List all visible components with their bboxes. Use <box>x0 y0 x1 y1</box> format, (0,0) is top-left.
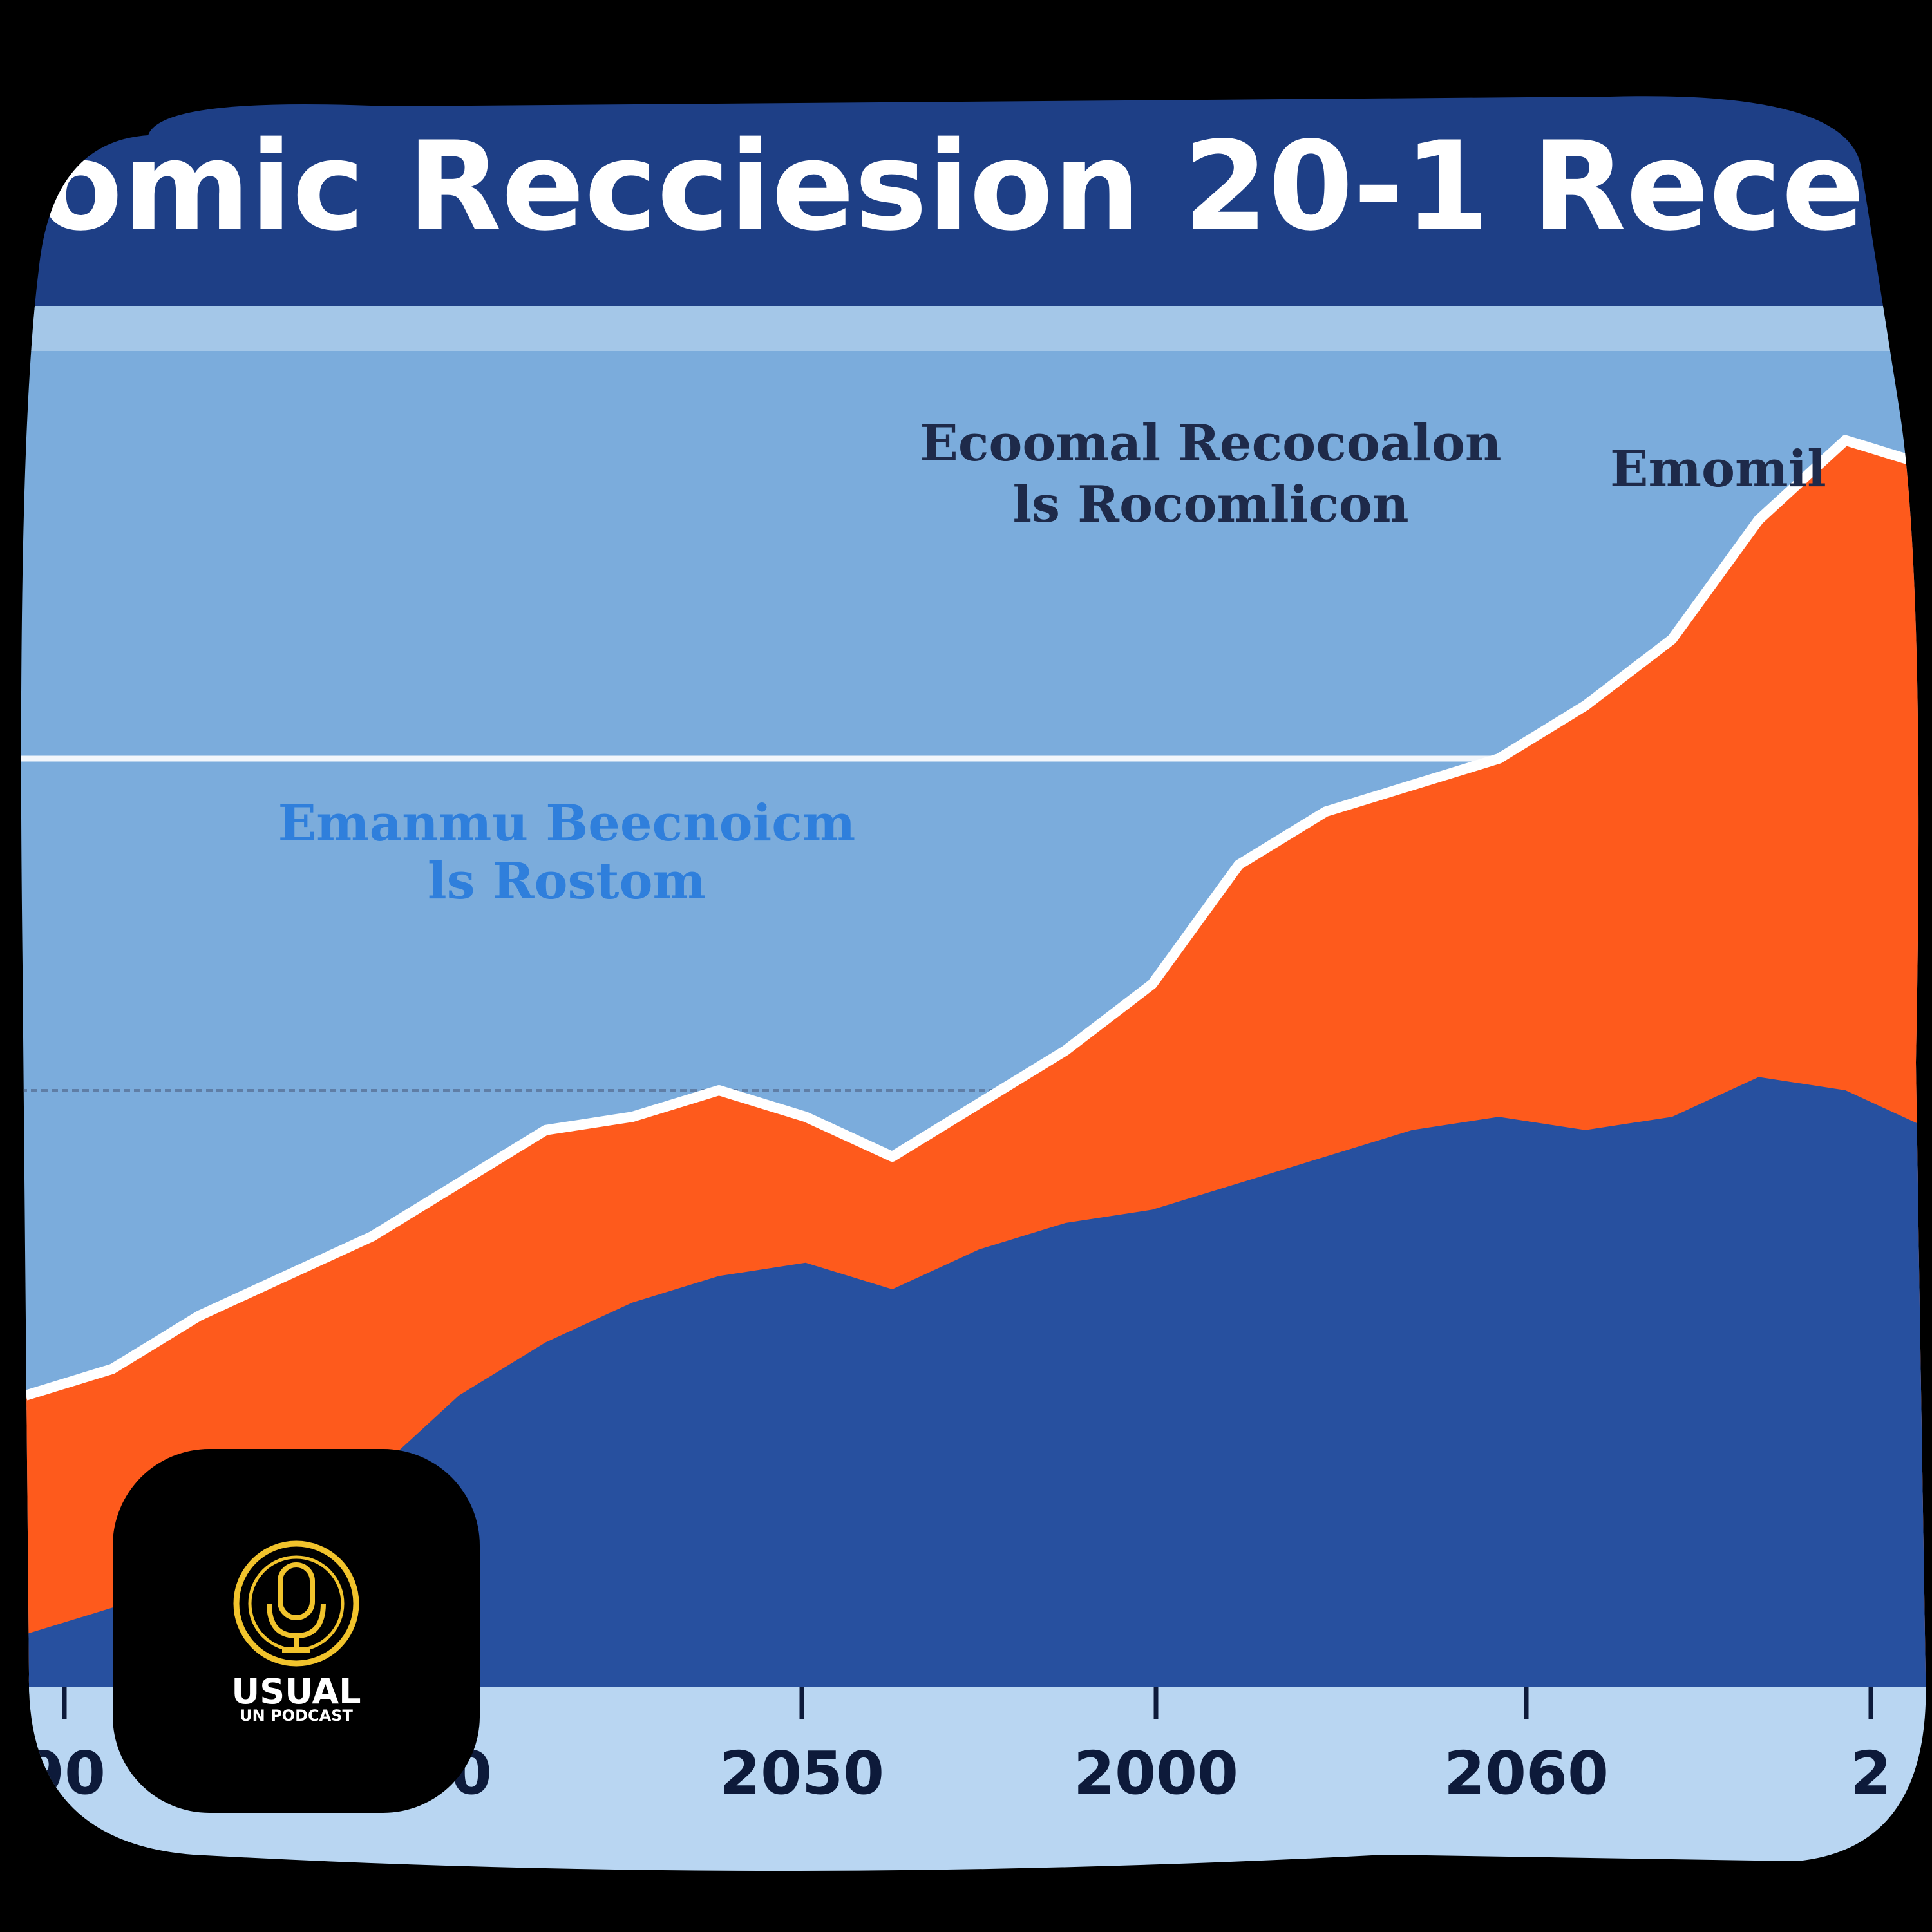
badge-subtitle: UN PODCAST <box>240 1707 353 1725</box>
chart-title: omic Recciesion 20-1 Recessio <box>39 115 1932 258</box>
x-tick-label: 2 <box>1850 1739 1891 1808</box>
x-tick-label: 90 <box>23 1739 106 1808</box>
annotation-2-line1: Emomil <box>1610 440 1826 498</box>
annotation-1-line1: Ecoomal Recocoalon <box>920 414 1501 473</box>
microphone-icon <box>233 1540 359 1667</box>
badge-title: USUAL <box>231 1671 361 1712</box>
plot-top-band <box>21 306 1926 351</box>
annotation-3-line2: ls Rostom <box>428 852 706 911</box>
badge-background <box>113 1449 480 1813</box>
x-tick-label: 2050 <box>719 1739 884 1808</box>
x-tick-label: 2000 <box>1074 1739 1238 1808</box>
podcast-badge: USUAL UN PODCAST <box>113 1449 480 1813</box>
x-tick-label: 2060 <box>1444 1739 1609 1808</box>
annotation-1-line2: ls Rocomlicon <box>1012 475 1408 534</box>
series-upper-line <box>24 435 1926 1401</box>
annotation-3-line1: Emanmu Beecnoicm <box>278 794 856 853</box>
series-lower-area <box>26 1077 1926 1687</box>
title-bar <box>21 96 1926 309</box>
